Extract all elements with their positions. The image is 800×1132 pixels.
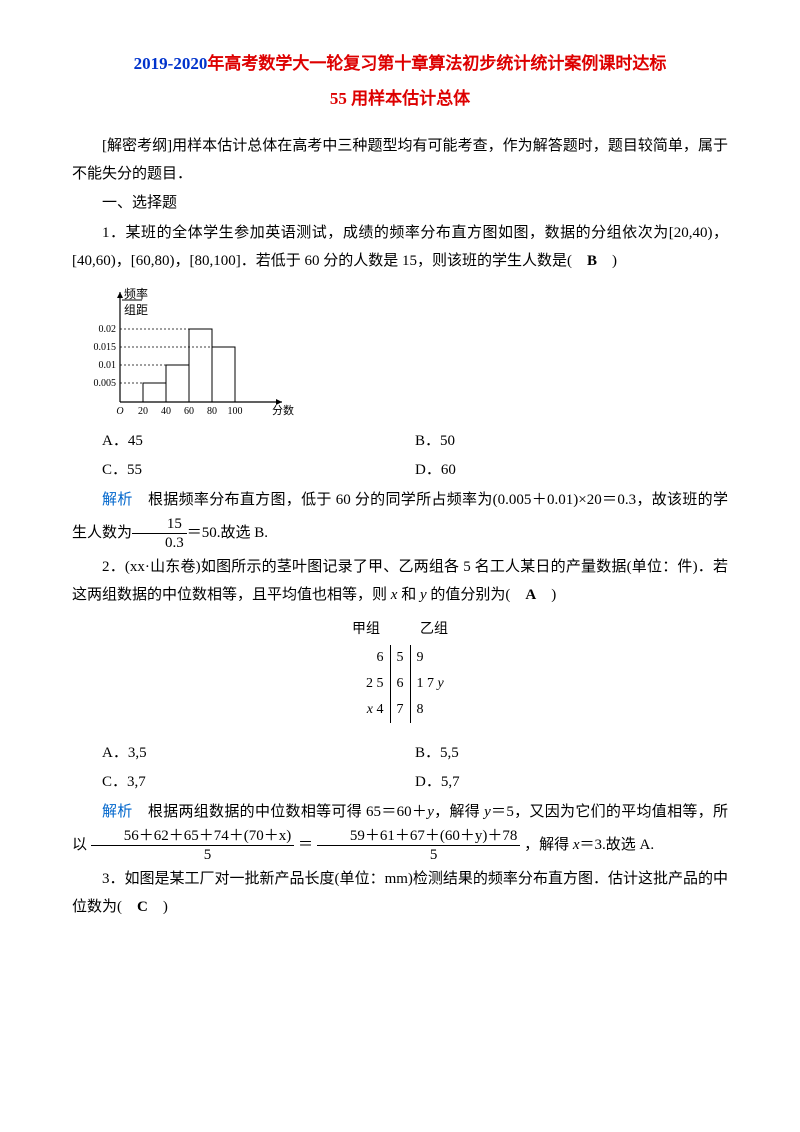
a2-para: 解析 根据两组数据的中位数相等可得 65＝60＋y，解得 y＝5，又因为它们的平…: [72, 799, 728, 864]
title-line2: 55 用样本估计总体: [72, 83, 728, 114]
svg-text:O: O: [116, 406, 123, 417]
histogram-svg: 频率 组距 0.005 0.01 0.015 0.02 O 20: [72, 284, 302, 424]
q3-stem: 3．如图是某工厂对一批新产品长度(单位：mm)检测结果的频率分布直方图．估计这批…: [72, 866, 728, 922]
sl-r1-s: 6: [390, 671, 410, 697]
sl-r2-l: x 4: [342, 697, 390, 723]
q1-options-row1: A．45 B．50: [102, 428, 728, 456]
section-heading: 一、选择题: [72, 190, 728, 218]
svg-text:40: 40: [161, 406, 171, 417]
q2-stem: 2．(xx·山东卷)如图所示的茎叶图记录了甲、乙两组各 5 名工人某日的产量数据…: [72, 554, 728, 610]
intro-label: [解密考纲]: [102, 138, 172, 154]
hist-ylabel-top: 频率: [124, 286, 148, 301]
q1-answer: B: [587, 253, 597, 269]
svg-text:0.005: 0.005: [94, 378, 117, 389]
q2-options-row2: C．3,7 D．5,7: [102, 769, 728, 797]
q1-options-row2: C．55 D．60: [102, 457, 728, 485]
q2-optD: D．5,7: [415, 769, 728, 797]
hist-ylabel-bot: 组距: [124, 303, 148, 317]
histogram-figure: 频率 组距 0.005 0.01 0.015 0.02 O 20: [72, 284, 728, 424]
svg-text:100: 100: [228, 406, 243, 417]
a1-fraction: 150.3: [132, 515, 187, 552]
a2-frac1: 56＋62＋65＋74＋(70＋x)5: [91, 827, 295, 864]
stemleaf-figure: 甲组 乙组 6 5 9 2 5 6 1 7 y x 4 7 8: [72, 617, 728, 733]
hist-bar-3: [189, 329, 212, 402]
sl-r1-l: 2 5: [342, 671, 390, 697]
q1-stem: 1．某班的全体学生参加英语测试，成绩的频率分布直方图如图，数据的分组依次为[20…: [72, 220, 728, 276]
a2-frac2: 59＋61＋67＋(60＋y)＋785: [317, 827, 521, 864]
a1-label: 解析: [102, 492, 133, 508]
title-num: 55: [330, 89, 347, 108]
title-year: 2019-2020: [134, 54, 208, 73]
sl-r0-l: 6: [342, 645, 390, 671]
svg-text:0.01: 0.01: [99, 360, 117, 371]
a1-para: 解析 根据频率分布直方图，低于 60 分的同学所占频率为(0.005＋0.01)…: [72, 487, 728, 552]
stemleaf-header-left: 甲组: [342, 617, 390, 645]
title-rest2: 用样本估计总体: [351, 89, 470, 108]
hist-bar-1: [143, 383, 166, 402]
svg-text:60: 60: [184, 406, 194, 417]
hist-bar-4: [212, 347, 235, 402]
svg-text:0.02: 0.02: [99, 324, 117, 335]
q2-optB: B．5,5: [415, 740, 728, 768]
svg-text:0.015: 0.015: [94, 342, 117, 353]
a2-label: 解析: [102, 804, 133, 820]
sl-r2-r: 8: [410, 697, 458, 723]
hist-bar-2: [166, 365, 189, 402]
sl-r0-s: 5: [390, 645, 410, 671]
svg-text:20: 20: [138, 406, 148, 417]
hist-xlabel: 分数: [272, 404, 294, 417]
title-rest1: 年高考数学大一轮复习第十章算法初步统计统计案例课时达标: [207, 54, 666, 73]
q2-optC: C．3,7: [102, 769, 415, 797]
sl-r2-s: 7: [390, 697, 410, 723]
q2-optA: A．3,5: [102, 740, 415, 768]
sl-r1-r: 1 7 y: [410, 671, 458, 697]
q1-optD: D．60: [415, 457, 728, 485]
q2-answer: A: [525, 587, 536, 603]
sl-r0-r: 9: [410, 645, 458, 671]
q1-optC: C．55: [102, 457, 415, 485]
q3-answer: C: [137, 899, 148, 915]
q2-options-row1: A．3,5 B．5,5: [102, 740, 728, 768]
q1-optB: B．50: [415, 428, 728, 456]
title-line1: 2019-2020年高考数学大一轮复习第十章算法初步统计统计案例课时达标: [72, 48, 728, 79]
stemleaf-header-right: 乙组: [410, 617, 458, 645]
intro-para: [解密考纲]用样本估计总体在高考中三种题型均有可能考查，作为解答题时，题目较简单…: [72, 133, 728, 189]
q1-optA: A．45: [102, 428, 415, 456]
svg-text:80: 80: [207, 406, 217, 417]
